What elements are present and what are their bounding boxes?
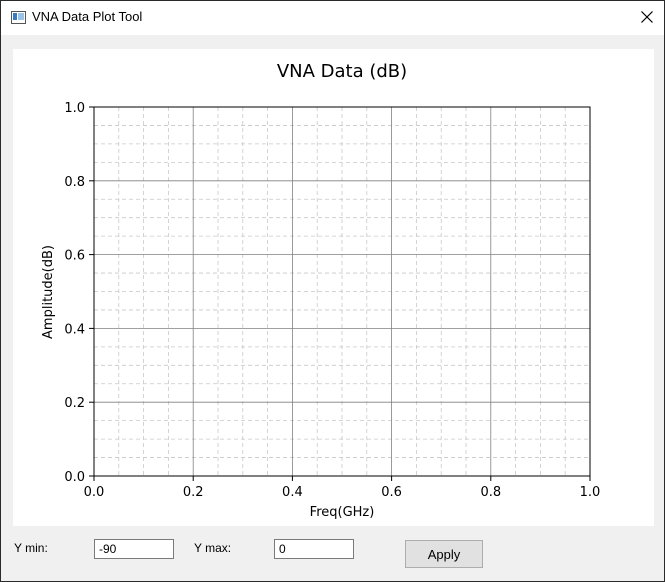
axis-ticks: [89, 106, 591, 481]
x-tick-label: 0.2: [183, 485, 204, 500]
y-tick-label: 0.8: [64, 175, 85, 190]
y-tick-labels: 0.0 0.2 0.4 0.6 0.8 1.0: [64, 101, 85, 485]
x-tick-label: 0.6: [381, 485, 402, 500]
x-tick-label: 0.8: [480, 485, 501, 500]
x-tick-labels: 0.0 0.2 0.4 0.6 0.8 1.0: [84, 485, 601, 500]
ymax-label: Y max:: [194, 541, 232, 555]
y-tick-label: 0.2: [64, 396, 85, 411]
ymax-input[interactable]: [274, 539, 354, 559]
ymin-label: Y min:: [14, 541, 48, 555]
y-tick-label: 0.4: [64, 322, 85, 337]
y-tick-label: 1.0: [64, 101, 85, 116]
close-icon: [641, 11, 653, 23]
y-axis-label: Amplitude(dB): [41, 245, 56, 339]
x-tick-label: 0.0: [84, 485, 105, 500]
ymin-input[interactable]: [94, 539, 174, 559]
plot-panel: 0.0 0.2 0.4 0.6 0.8 1.0 0.0 0.2 0.4 0.6 0.8 1.0 VN…: [13, 49, 654, 526]
controls-bar: Y min: Y max: Apply: [1, 529, 664, 581]
x-tick-label: 0.4: [282, 485, 303, 500]
chart-canvas: 0.0 0.2 0.4 0.6 0.8 1.0 0.0 0.2 0.4 0.6 0.8 1.0 VN…: [41, 61, 601, 520]
apply-button[interactable]: Apply: [405, 540, 483, 568]
title-bar[interactable]: VNA Data Plot Tool: [1, 1, 664, 35]
app-icon: [11, 11, 26, 24]
x-axis-label: Freq(GHz): [310, 505, 375, 520]
minor-grid: [94, 107, 590, 476]
x-tick-label: 1.0: [580, 485, 601, 500]
window-title: VNA Data Plot Tool: [32, 9, 143, 24]
chart-title: VNA Data (dB): [277, 61, 407, 82]
close-button[interactable]: [634, 5, 660, 29]
plot-area-frame: [93, 106, 591, 477]
major-grid: [94, 107, 590, 476]
y-tick-label: 0.6: [64, 249, 85, 264]
y-tick-label: 0.0: [64, 470, 85, 485]
